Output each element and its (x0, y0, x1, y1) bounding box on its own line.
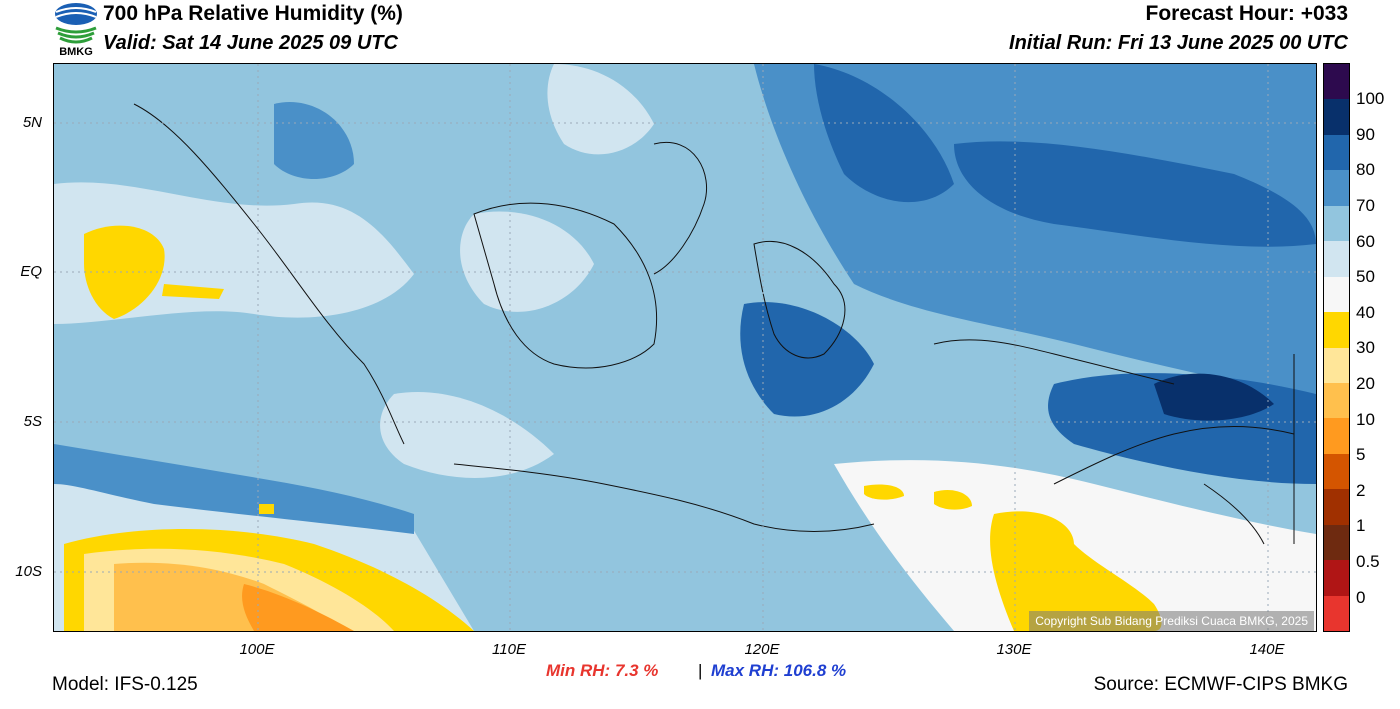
colorbar-segment (1324, 134, 1349, 171)
colorbar-label: 1 (1356, 516, 1366, 535)
lon-label-100e: 100E (239, 641, 275, 658)
colorbar-segment (1324, 489, 1349, 525)
colorbar-segment (1324, 170, 1349, 206)
colorbar-segment (1324, 524, 1349, 561)
lat-label-eq: EQ (20, 263, 42, 280)
colorbar-label: 50 (1356, 267, 1375, 286)
valid-time: Valid: Sat 14 June 2025 09 UTC (103, 32, 398, 54)
min-rh-value: 7.3 % (614, 661, 659, 680)
colorbar-segment (1324, 241, 1349, 277)
logo-text: BMKG (59, 46, 93, 58)
colorbar-label: 2 (1356, 481, 1366, 500)
lat-label-5n: 5N (22, 114, 42, 131)
lon-label-140e: 140E (1249, 641, 1285, 658)
max-rh-label: Max RH: (711, 661, 780, 680)
colorbar-label: 10 (1356, 410, 1375, 429)
colorbar-label: 80 (1356, 160, 1375, 179)
humidity-map (53, 63, 1317, 632)
colorbar-label: 0 (1356, 588, 1366, 607)
colorbar-label: 40 (1356, 303, 1375, 322)
map-title: 700 hPa Relative Humidity (%) (103, 2, 403, 25)
colorbar-label: 90 (1356, 125, 1375, 144)
colorbar-label: 0.5 (1356, 552, 1380, 571)
colorbar-label: 100 (1356, 89, 1385, 108)
colorbar-segment (1324, 347, 1349, 383)
colorbar-segment (1324, 99, 1349, 135)
colorbar-label: 60 (1356, 232, 1375, 251)
colorbar-segment (1324, 276, 1349, 313)
colorbar-segment (1324, 595, 1349, 631)
colorbar-segment (1324, 312, 1349, 348)
lat-label-10s: 10S (15, 563, 42, 580)
colorbar-label: 70 (1356, 196, 1375, 215)
colorbar-segment (1324, 453, 1349, 490)
colorbar-label: 5 (1356, 445, 1366, 464)
lon-label-130e: 130E (996, 641, 1032, 658)
colorbar-segment (1324, 418, 1349, 454)
colorbar-segment (1324, 560, 1349, 596)
copyright-notice: Copyright Sub Bidang Prediksi Cuaca BMKG… (1029, 611, 1314, 631)
bmkg-logo-icon (52, 0, 100, 60)
forecast-hour: Forecast Hour: +033 (1145, 2, 1349, 25)
colorbar-segment (1324, 382, 1349, 419)
initial-run: Initial Run: Fri 13 June 2025 00 UTC (1009, 32, 1348, 54)
colorbar-segment (1324, 205, 1349, 242)
min-rh-label: Min RH: (546, 661, 611, 680)
data-source: Source: ECMWF-CIPS BMKG (1093, 674, 1348, 695)
colorbar-label: 20 (1356, 374, 1375, 393)
lat-label-5s: 5S (23, 413, 42, 430)
stats-separator: | (698, 661, 703, 680)
colorbar-label: 30 (1356, 338, 1375, 357)
colorbar (1323, 63, 1350, 632)
lon-label-110e: 110E (492, 641, 526, 658)
lon-label-120e: 120E (744, 641, 780, 658)
min-rh: Min RH: 7.3 % (546, 661, 658, 681)
max-rh-value: 106.8 % (783, 661, 847, 680)
max-rh: Max RH: 106.8 % (711, 661, 846, 681)
colorbar-segment (1324, 64, 1349, 100)
model-name: Model: IFS-0.125 (52, 674, 198, 695)
